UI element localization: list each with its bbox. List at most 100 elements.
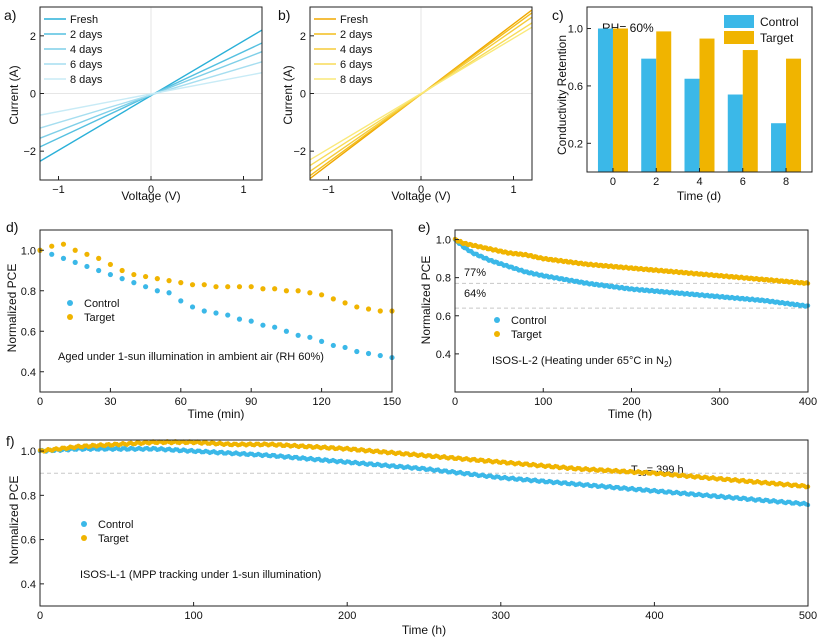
panel-c-xtick-label: 6	[740, 176, 746, 188]
panel-d-point-target	[60, 241, 67, 247]
panel-d-point-control	[330, 342, 336, 349]
panel-d-point-control	[84, 263, 90, 270]
panel-d-ytick-label: 0.8	[21, 286, 36, 298]
panel-d-point-target	[377, 308, 383, 314]
panel-f-xtick-label: 500	[799, 610, 817, 622]
panel-a-xtick-label: 0	[148, 184, 154, 196]
panel-d-point-control	[354, 348, 360, 355]
panel-f-ytick-label: 0.8	[21, 490, 36, 502]
panel-d-xtick-label: 30	[104, 396, 116, 408]
panel-d-point-target	[143, 273, 149, 280]
panel-f-legend-marker	[81, 535, 87, 541]
panel-d-point-control	[189, 304, 196, 310]
panel-c-xtick-label: 0	[610, 176, 616, 188]
panel-a-legend-label: 6 days	[70, 59, 103, 71]
panel-d-point-target	[107, 261, 113, 268]
panel-d-legend-label: Control	[84, 298, 119, 310]
panel-e-legend-label: Target	[511, 329, 542, 341]
panel-e-plot: 0 100 200 300 400 0.4 0.6 0.8 1.0 Control Target	[436, 229, 817, 408]
panel-d-point-control	[143, 284, 149, 290]
panel-f-ytick-label: 0.4	[21, 579, 36, 591]
panel-d-point-target	[283, 288, 289, 294]
panel-d-annotation: Aged under 1-sun illumination in ambient…	[58, 351, 324, 363]
panel-c-xtick-label: 8	[783, 176, 789, 188]
panel-b-legend-label: 2 days	[340, 29, 373, 41]
panel-c-xlabel: Time (d)	[677, 189, 721, 203]
panel-d-plot: 0 30 60 90 120 150 0.4 0.6 0.8 1.0 Control Target	[21, 229, 401, 408]
panel-d-xtick-label: 90	[245, 396, 257, 408]
panel-d-point-control	[154, 288, 160, 294]
panel-c-ytick-label: 0.6	[568, 81, 583, 93]
panel-c-bar-target	[612, 28, 628, 172]
panel-a-series-line	[39, 61, 263, 129]
panel-b-xtick-label: 0	[418, 184, 424, 196]
panel-c-legend-label: Control	[760, 15, 799, 29]
panel-d-point-target	[213, 284, 219, 290]
panel-b-legend-label: 6 days	[340, 59, 373, 71]
panel-d-point-control	[283, 328, 289, 334]
panel-d-point-target	[295, 288, 301, 294]
panel-d-point-target	[330, 296, 336, 302]
panel-a-series-line	[39, 72, 263, 116]
panel-d-point-target	[354, 304, 360, 310]
panel-d-point-control	[236, 316, 243, 322]
panel-c-bar-target	[656, 31, 672, 173]
panel-d-point-target	[201, 282, 207, 288]
panel-a-xlabel: Voltage (V)	[121, 189, 180, 203]
panel-c-ylabel: Conductivity Retention	[555, 35, 569, 155]
panel-d-point-control	[307, 334, 313, 340]
panel-e-xtick-label: 0	[452, 396, 458, 408]
panel-d-xtick-label: 0	[37, 396, 43, 408]
panel-b-xtick-label: −1	[322, 184, 335, 196]
panel-b-series-line	[309, 26, 533, 161]
panel-d-xlabel: Time (min)	[188, 407, 245, 421]
panel-d-point-target	[260, 286, 266, 292]
panel-d-point-target	[189, 282, 196, 288]
panel-b: b) Current (A) Voltage (V)	[278, 7, 451, 203]
panel-d-point-target	[248, 284, 254, 290]
panel-b-xlabel: Voltage (V)	[391, 189, 450, 203]
panel-c-xtick-label: 2	[653, 176, 659, 188]
panel-d-ytick-label: 0.4	[21, 367, 36, 379]
panel-d-point-control	[319, 338, 325, 344]
panel-f-legend-label: Control	[98, 519, 133, 531]
panel-d-point-control	[96, 267, 102, 274]
panel-e-xtick-label: 400	[799, 396, 817, 408]
panel-b-label: b)	[278, 7, 290, 23]
panel-f-ytick-label: 1.0	[21, 446, 36, 458]
panel-b-ytick-label: −2	[293, 146, 306, 158]
panel-c-label: c)	[552, 7, 564, 23]
panel-d-legend-label: Target	[84, 312, 115, 324]
panel-f-legend-marker	[81, 521, 87, 527]
panel-d-point-control	[131, 280, 137, 286]
panel-a-ytick-label: −2	[23, 146, 36, 158]
panel-a-legend-label: 8 days	[70, 74, 103, 86]
panel-d-point-target	[236, 284, 243, 290]
panel-d-point-control	[178, 298, 184, 304]
panel-d-point-target	[178, 280, 184, 286]
panel-f-xtick-label: 100	[184, 610, 202, 622]
panel-d-point-control	[260, 322, 266, 328]
panel-d-legend-marker	[67, 314, 73, 320]
panel-d-point-control	[201, 308, 207, 314]
panel-f-frame	[39, 439, 809, 607]
panel-d-point-target	[166, 278, 172, 284]
panel-d-point-control	[342, 344, 348, 351]
panel-d-point-control	[72, 259, 78, 265]
panel-c-xtick-label: 4	[696, 176, 702, 188]
panel-f-xtick-label: 400	[645, 610, 663, 622]
panel-c-bar-control	[684, 78, 700, 172]
panel-d-frame	[39, 229, 393, 393]
panel-c-bar-target	[742, 50, 758, 172]
panel-e: e) Normalized PCE Time (h) ISOS-L-2 (Hea…	[418, 219, 672, 421]
panel-d-point-target	[154, 276, 160, 282]
panel-e-xtick-label: 200	[622, 396, 640, 408]
panel-d-ytick-label: 1.0	[21, 245, 36, 257]
panel-c-legend-swatch	[724, 15, 754, 28]
panel-d-point-target	[84, 251, 90, 257]
panel-d-point-target	[319, 292, 325, 298]
panel-c-plot: 0 2 4 6 8 0.2 0.6 1.0 Control Target	[568, 6, 813, 188]
panel-b-ytick-label: 2	[300, 31, 306, 43]
panel-f-label: f)	[6, 433, 15, 449]
panel-c-bar-control	[727, 94, 743, 172]
